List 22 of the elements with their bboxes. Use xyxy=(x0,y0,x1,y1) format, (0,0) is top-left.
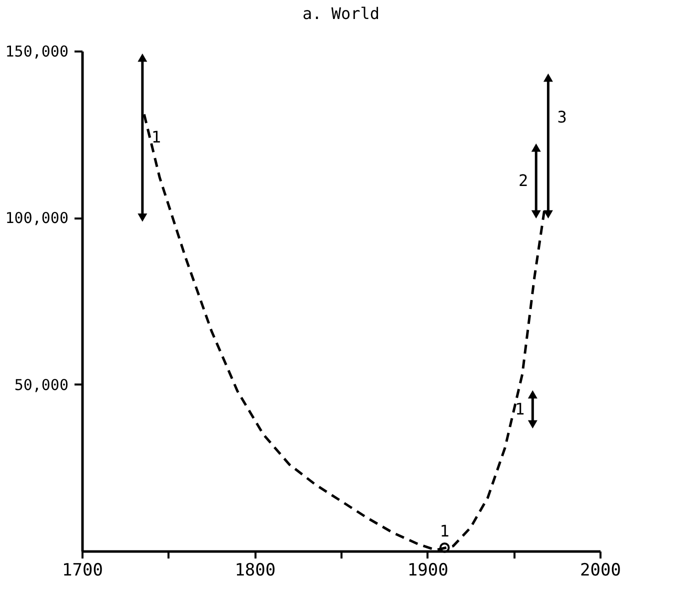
point xyxy=(138,214,148,222)
x-tick-label: 1800 xyxy=(234,560,276,580)
annotation: 1 xyxy=(151,128,162,147)
annotation: 2 xyxy=(518,171,528,190)
x-tick-label: 2000 xyxy=(580,560,621,580)
point xyxy=(531,210,541,218)
x-tick-label: 1700 xyxy=(62,560,103,580)
point xyxy=(543,74,553,82)
y-tick-label: 100,000 xyxy=(5,209,68,228)
y-tick-label: 50,000 xyxy=(14,376,68,394)
annotation: 3 xyxy=(557,108,567,127)
annotation: 1 xyxy=(440,522,450,541)
point xyxy=(528,420,538,428)
point xyxy=(543,210,553,218)
point xyxy=(531,144,541,152)
point xyxy=(528,390,538,398)
annotation: 1 xyxy=(515,399,525,418)
point xyxy=(138,54,148,62)
y-tick-label: 150,000 xyxy=(5,42,68,60)
x-tick-label: 1900 xyxy=(407,560,448,580)
point xyxy=(439,542,450,553)
chart-title: a. World xyxy=(302,4,380,23)
